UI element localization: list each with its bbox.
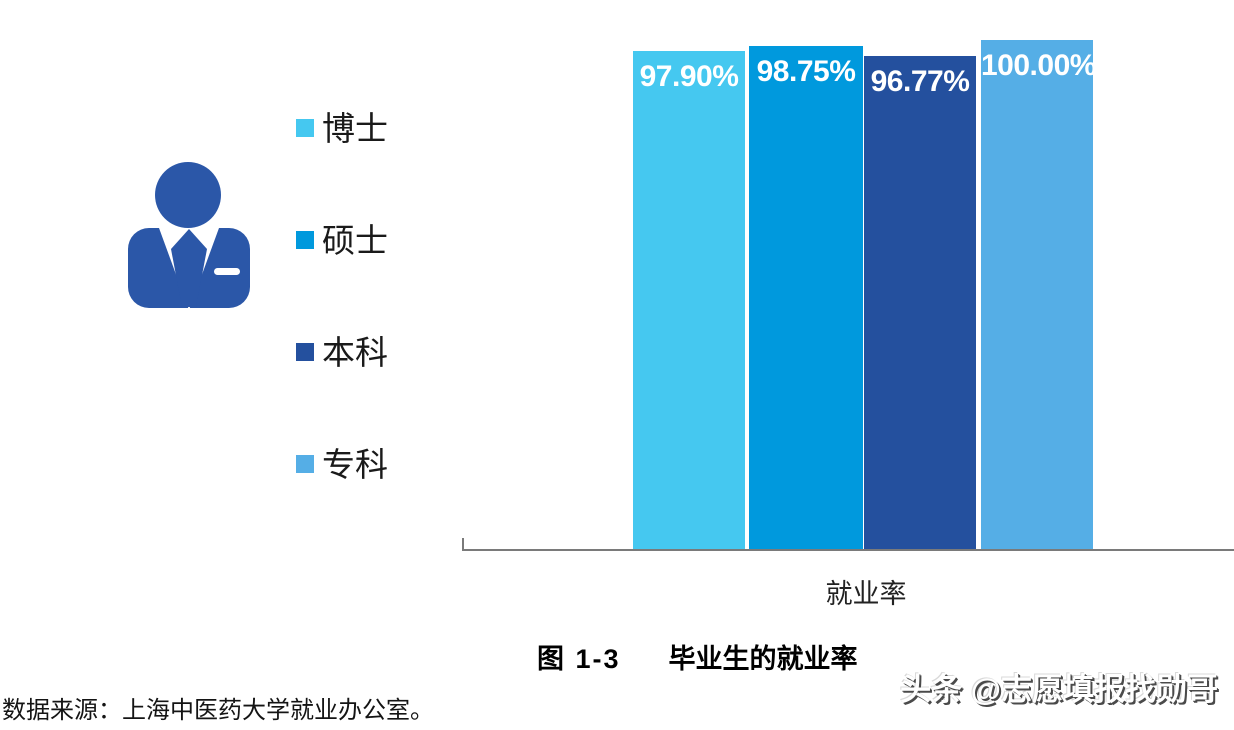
- legend-item-masters: 硕士: [296, 222, 388, 258]
- legend-item-phd: 博士: [296, 110, 388, 146]
- legend-label-masters: 硕士: [322, 220, 388, 260]
- legend-swatch-bachelor: [296, 343, 314, 361]
- bar-masters: 98.75%: [749, 46, 863, 549]
- legend-label-bachelor: 本科: [322, 332, 388, 372]
- bar-value-label-phd: 97.90%: [639, 60, 739, 93]
- legend-item-bachelor: 本科: [296, 334, 388, 370]
- legend-swatch-masters: [296, 231, 314, 249]
- figure-number: 图 1-3: [537, 644, 621, 674]
- bar-value-label-bachelor: 96.77%: [870, 65, 970, 98]
- legend-swatch-phd: [296, 119, 314, 137]
- legend-label-associate: 专科: [322, 444, 388, 484]
- chart-legend: 博士 硕士 本科 专科: [296, 110, 388, 558]
- data-source-note: 数据来源：上海中医药大学就业办公室。: [2, 697, 434, 724]
- bar-bachelor: 96.77%: [864, 56, 976, 549]
- figure-title: 毕业生的就业率: [668, 644, 858, 674]
- bar-associate: 100.00%: [981, 40, 1096, 549]
- x-axis-line: [462, 549, 1234, 551]
- y-axis-stub: [462, 538, 464, 551]
- x-axis-label: 就业率: [825, 579, 907, 610]
- legend-swatch-associate: [296, 455, 314, 473]
- legend-label-phd: 博士: [322, 108, 388, 148]
- watermark-text: 头条 @志愿填报找勋哥: [900, 672, 1218, 707]
- bar-value-label-masters: 98.75%: [756, 55, 856, 88]
- legend-item-associate: 专科: [296, 446, 388, 482]
- figure-caption: 图 1-3 毕业生的就业率: [537, 637, 858, 676]
- bar-phd: 97.90%: [633, 51, 745, 549]
- person-icon-svg: [128, 162, 250, 310]
- bar-value-label-associate: 100.00%: [981, 49, 1096, 82]
- person-icon: [128, 162, 250, 310]
